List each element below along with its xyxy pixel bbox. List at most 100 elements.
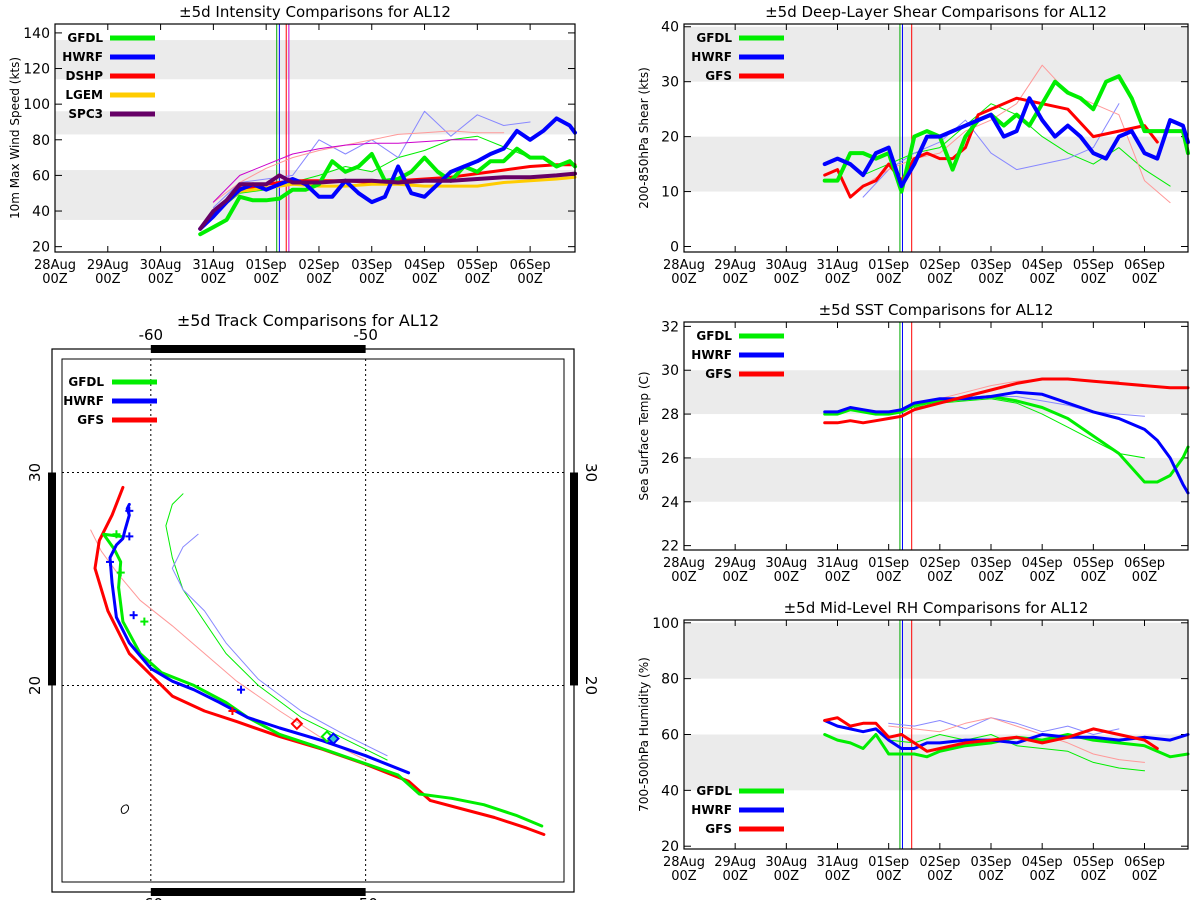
shaded-band	[55, 111, 575, 135]
longitude-label-top: -50	[353, 326, 378, 344]
x-tick-hour: 00Z	[927, 272, 953, 287]
x-tick-hour: 00Z	[201, 272, 227, 287]
x-tick-date: 02Sep	[919, 258, 960, 273]
track-line-gfdl-prev	[165, 493, 388, 761]
track-line-gfdl	[102, 532, 544, 828]
series-line-hwrf	[822, 96, 1190, 189]
y-tick-label: 80	[32, 133, 50, 149]
chart-title: ±5d Deep-Layer Shear Comparisons for AL1…	[765, 3, 1107, 21]
y-tick-label: 24	[661, 495, 679, 511]
panel-sst: ±5d SST Comparisons for AL12 Sea Surface …	[637, 301, 1190, 585]
x-tick-hour: 00Z	[774, 869, 800, 884]
y-tick-label: 100	[652, 616, 679, 632]
y-tick-label: 40	[32, 204, 50, 220]
x-tick-hour: 00Z	[978, 570, 1004, 585]
legend-label: GFS	[77, 413, 104, 427]
x-tick-date: 29Aug	[714, 855, 756, 870]
track-marker-plus	[129, 611, 138, 620]
y-tick-label: 26	[661, 451, 679, 467]
y-tick-label: 20	[661, 839, 679, 855]
track-marker-plus	[125, 506, 134, 515]
x-tick-date: 03Sep	[970, 258, 1011, 273]
latitude-label-left: 20	[26, 676, 44, 695]
x-tick-date: 02Sep	[919, 855, 960, 870]
x-tick-hour: 00Z	[978, 869, 1004, 884]
series-line-gfs-prev	[888, 717, 1145, 763]
x-tick-hour: 00Z	[774, 570, 800, 585]
plot-frame	[54, 23, 576, 253]
longitude-label-bottom: -60	[139, 895, 164, 900]
series-line-gfdl	[822, 74, 1190, 194]
y-tick-label: 22	[661, 539, 679, 555]
series-line-gfdl	[823, 733, 1190, 759]
series-line-gfs	[823, 716, 1159, 753]
shaded-band	[684, 136, 1188, 192]
x-tick-date: 05Sep	[457, 258, 498, 273]
legend-label: GFDL	[67, 31, 103, 45]
x-tick-hour: 00Z	[671, 272, 697, 287]
x-tick-date: 30Aug	[765, 556, 807, 571]
x-tick-date: 01Sep	[246, 258, 287, 273]
track-marker-plus	[125, 532, 134, 541]
chart-title: ±5d SST Comparisons for AL12	[819, 301, 1054, 319]
x-tick-hour: 00Z	[825, 869, 851, 884]
x-tick-hour: 00Z	[1081, 869, 1107, 884]
x-tick-hour: 00Z	[876, 272, 902, 287]
x-tick-hour: 00Z	[774, 272, 800, 287]
x-tick-hour: 00Z	[465, 272, 491, 287]
x-tick-hour: 00Z	[1029, 272, 1055, 287]
y-axis-label: Sea Surface Temp (C)	[637, 371, 651, 500]
x-tick-date: 06Sep	[1124, 258, 1165, 273]
map-border-bar-bottom	[150, 888, 366, 896]
x-tick-date: 02Sep	[298, 258, 339, 273]
cyclone-symbol-icon	[120, 804, 129, 814]
x-tick-date: 04Sep	[1022, 855, 1063, 870]
y-tick-label: 40	[661, 20, 679, 36]
x-tick-date: 02Sep	[919, 556, 960, 571]
x-tick-date: 31Aug	[192, 258, 234, 273]
x-tick-hour: 00Z	[825, 272, 851, 287]
x-tick-date: 04Sep	[1022, 556, 1063, 571]
track-marker-plus	[116, 568, 125, 577]
x-tick-hour: 00Z	[1081, 570, 1107, 585]
series-line-hwrf	[823, 719, 1190, 750]
y-tick-label: 40	[661, 783, 679, 799]
map-border-bar-top	[150, 345, 366, 353]
series-line-spc3-prev	[212, 139, 478, 203]
x-tick-hour: 00Z	[306, 272, 332, 287]
chart-title: ±5d Intensity Comparisons for AL12	[179, 3, 451, 21]
legend-label: GFS	[705, 367, 732, 381]
y-tick-label: 80	[661, 672, 679, 688]
shaded-band	[684, 370, 1188, 415]
x-tick-date: 01Sep	[868, 855, 909, 870]
shaded-band	[684, 622, 1188, 679]
x-tick-date: 29Aug	[87, 258, 129, 273]
shaded-band	[684, 457, 1188, 502]
y-axis-label: 700-500hPa Humidity (%)	[637, 657, 651, 812]
x-tick-date: 06Sep	[1124, 556, 1165, 571]
shaded-band	[55, 40, 575, 80]
x-tick-hour: 00Z	[671, 869, 697, 884]
longitude-label-bottom: -50	[353, 895, 378, 900]
y-tick-label: 100	[23, 97, 50, 113]
x-tick-hour: 00Z	[927, 570, 953, 585]
plot-frame	[683, 619, 1189, 850]
shaded-band	[684, 26, 1188, 82]
y-tick-label: 120	[23, 62, 50, 78]
y-tick-label: 30	[661, 363, 679, 379]
x-tick-date: 30Aug	[765, 855, 807, 870]
track-line-hwrf-prev	[171, 533, 388, 757]
x-tick-date: 30Aug	[765, 258, 807, 273]
x-tick-hour: 00Z	[95, 272, 121, 287]
legend-label: GFDL	[696, 31, 732, 45]
y-tick-label: 32	[661, 319, 679, 335]
x-tick-hour: 00Z	[876, 570, 902, 585]
x-tick-date: 04Sep	[404, 258, 445, 273]
y-tick-label: 60	[32, 168, 50, 184]
panel-track: ±5d Track Comparisons for AL12 -60 -60 -50 -…	[26, 311, 600, 900]
x-tick-hour: 00Z	[1132, 272, 1158, 287]
series-line-dshp-prev	[212, 130, 505, 203]
x-tick-hour: 00Z	[722, 272, 748, 287]
panel-rh: ±5d Mid-Level RH Comparisons for AL12 700…	[637, 599, 1190, 884]
